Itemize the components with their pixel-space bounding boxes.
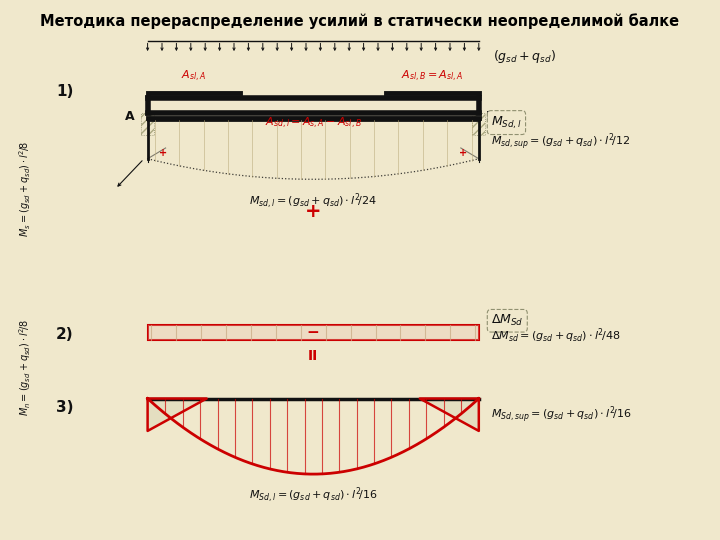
Text: +: + bbox=[305, 202, 321, 221]
Text: −: − bbox=[307, 325, 320, 340]
Text: $\Delta M_{Sd}$: $\Delta M_{Sd}$ bbox=[491, 313, 523, 328]
Bar bbox=[141, 113, 154, 135]
Bar bbox=[148, 325, 479, 340]
Text: 3): 3) bbox=[56, 400, 73, 415]
Bar bbox=[472, 113, 485, 135]
Text: $(g_{sd}+q_{sd})$: $(g_{sd}+q_{sd})$ bbox=[493, 48, 556, 65]
Text: II: II bbox=[308, 349, 318, 363]
Text: 2): 2) bbox=[56, 327, 73, 342]
Text: $M_{Sd,sup}=(g_{sd}+q_{sd})\cdot l^2\!/16$: $M_{Sd,sup}=(g_{sd}+q_{sd})\cdot l^2\!/1… bbox=[491, 404, 631, 425]
Text: Методика перераспределение усилий в статически неопределимой балке: Методика перераспределение усилий в стат… bbox=[40, 14, 680, 29]
Bar bbox=[141, 113, 154, 135]
Text: B: B bbox=[486, 110, 495, 123]
Text: $A_{sd,l}=A_{s,A}-A_{sl,B}$: $A_{sd,l}=A_{s,A}-A_{sl,B}$ bbox=[265, 116, 361, 131]
Text: $M_{Sd,l}=(g_{sd}+q_{sd})\cdot l^2\!/16$: $M_{Sd,l}=(g_{sd}+q_{sd})\cdot l^2\!/16$ bbox=[248, 485, 378, 504]
Text: A: A bbox=[125, 110, 135, 123]
Text: $M_{sd,sup}=(g_{sd}+q_{sd})\cdot l^2\!/12$: $M_{sd,sup}=(g_{sd}+q_{sd})\cdot l^2\!/1… bbox=[491, 131, 631, 152]
Text: 1): 1) bbox=[56, 84, 73, 99]
Text: $M_s=(g_{sd}+q_{sd})\cdot l^2\!/8$: $M_s=(g_{sd}+q_{sd})\cdot l^2\!/8$ bbox=[17, 141, 33, 237]
Polygon shape bbox=[148, 399, 207, 431]
Text: $\Delta M_{sd}=(g_{sd}+q_{sd})\cdot l^2\!/48$: $\Delta M_{sd}=(g_{sd}+q_{sd})\cdot l^2\… bbox=[491, 326, 621, 345]
Bar bbox=[148, 325, 479, 340]
Text: +: + bbox=[159, 148, 168, 158]
Text: $M_{sd,l}=(g_{sd}+q_{sd})\cdot l^2\!/24$: $M_{sd,l}=(g_{sd}+q_{sd})\cdot l^2\!/24$ bbox=[249, 191, 377, 211]
Text: $A_{sl,A}$: $A_{sl,A}$ bbox=[181, 69, 207, 84]
Text: $M_n=(g_{sd}+q_{sd})\cdot l^2\!/8$: $M_n=(g_{sd}+q_{sd})\cdot l^2\!/8$ bbox=[17, 319, 33, 416]
Text: $M_{Sd,l}$: $M_{Sd,l}$ bbox=[491, 114, 522, 131]
Text: $A_{sl,B}=A_{sl,A}$: $A_{sl,B}=A_{sl,A}$ bbox=[401, 69, 464, 84]
Polygon shape bbox=[420, 399, 479, 431]
Text: +: + bbox=[459, 148, 467, 158]
Bar bbox=[472, 113, 485, 135]
